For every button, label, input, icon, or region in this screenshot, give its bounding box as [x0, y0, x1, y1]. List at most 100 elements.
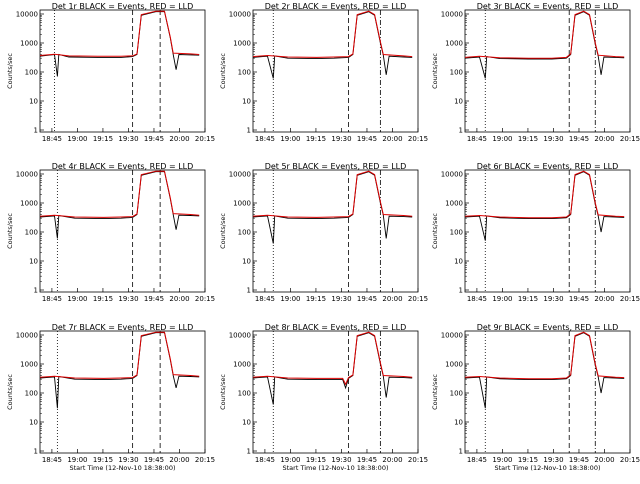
y-tick-label: 10000	[229, 171, 251, 179]
series-line-events	[464, 11, 625, 79]
x-tick-label: 19:45	[144, 456, 164, 464]
y-tick-label: 10	[242, 258, 251, 266]
x-tick-label: 19:00	[67, 295, 87, 303]
y-tick-label: 1000	[233, 361, 251, 369]
y-tick-label: 100	[450, 69, 463, 77]
x-tick-label: 20:15	[620, 456, 640, 464]
series-line-events	[464, 332, 625, 409]
y-tick-label: 10	[29, 419, 38, 427]
y-tick-label: 1	[247, 448, 251, 456]
x-tick-label: 20:00	[169, 295, 189, 303]
chart-panel-4: Det 4r BLACK = Events, RED = LLD 1 10 100 10…	[6, 162, 215, 303]
x-tick-label: 19:30	[543, 135, 563, 143]
y-axis-label: Counts/sec	[6, 53, 14, 89]
x-tick-label: 19:30	[118, 456, 138, 464]
x-tick-label: 20:15	[408, 456, 428, 464]
y-tick-label: 1	[459, 287, 463, 295]
x-tick-label: 19:15	[306, 295, 326, 303]
series-line-lld	[464, 331, 625, 380]
chart-title: Det 1r BLACK = Events, RED = LLD	[52, 2, 194, 11]
x-tick-label: 19:00	[492, 135, 512, 143]
x-tick-label: 20:00	[382, 456, 402, 464]
y-tick-label: 10000	[16, 171, 38, 179]
x-tick-label: 19:15	[518, 456, 538, 464]
x-tick-label: 18:45	[42, 456, 62, 464]
x-tick-label: 19:30	[331, 295, 351, 303]
y-tick-label: 100	[25, 69, 38, 77]
x-tick-label: 19:30	[118, 135, 138, 143]
y-tick-label: 1	[34, 287, 38, 295]
series-line-events	[464, 171, 625, 241]
chart-panel-7: Det 7r BLACK = Events, RED = LLD 1 10 100 10…	[6, 323, 215, 472]
y-tick-label: 1	[34, 127, 38, 135]
y-axis-label: Counts/sec	[6, 374, 14, 410]
plot-frame	[252, 169, 419, 293]
series-line-lld	[252, 170, 413, 218]
y-tick-label: 1000	[445, 40, 463, 48]
y-tick-label: 100	[25, 229, 38, 237]
y-axis-label: Counts/sec	[219, 213, 227, 249]
y-tick-label: 1000	[445, 200, 463, 208]
x-tick-label: 20:00	[594, 456, 614, 464]
x-tick-label: 19:30	[331, 135, 351, 143]
series-line-lld	[39, 170, 200, 218]
chart-title: Det 9r BLACK = Events, RED = LLD	[477, 323, 619, 332]
x-tick-label: 20:00	[382, 135, 402, 143]
x-tick-label: 19:00	[492, 456, 512, 464]
chart-title: Det 6r BLACK = Events, RED = LLD	[477, 162, 619, 171]
x-tick-label: 19:45	[144, 295, 164, 303]
x-tick-label: 20:15	[620, 295, 640, 303]
chart-panel-8: Det 8r BLACK = Events, RED = LLD 1 10 100 10…	[219, 323, 428, 472]
x-tick-label: 19:00	[280, 456, 300, 464]
y-tick-label: 1000	[233, 40, 251, 48]
x-tick-label: 19:45	[144, 135, 164, 143]
x-tick-label: 19:30	[331, 456, 351, 464]
x-tick-label: 20:15	[195, 135, 215, 143]
chart-title: Det 7r BLACK = Events, RED = LLD	[52, 323, 194, 332]
x-tick-label: 20:15	[620, 135, 640, 143]
series-line-events	[252, 11, 413, 79]
y-tick-label: 10000	[441, 171, 463, 179]
x-tick-label: 19:30	[543, 295, 563, 303]
x-tick-label: 20:00	[382, 295, 402, 303]
y-axis-label: Counts/sec	[431, 374, 439, 410]
x-axis-label: Start Time (12-Nov-10 18:38:00)	[495, 464, 601, 472]
x-tick-label: 19:15	[518, 295, 538, 303]
x-tick-label: 20:15	[408, 295, 428, 303]
x-tick-label: 18:45	[42, 295, 62, 303]
y-tick-label: 10	[242, 98, 251, 106]
y-tick-label: 10000	[16, 11, 38, 19]
y-tick-label: 10	[454, 419, 463, 427]
x-tick-label: 19:15	[93, 295, 113, 303]
chart-panel-3: Det 3r BLACK = Events, RED = LLD 1 10 100 10…	[431, 2, 640, 143]
series-line-lld	[464, 170, 625, 219]
x-tick-label: 19:00	[492, 295, 512, 303]
series-line-lld	[39, 331, 200, 379]
x-tick-label: 19:15	[518, 135, 538, 143]
y-tick-label: 10000	[229, 332, 251, 340]
x-tick-label: 18:45	[255, 135, 275, 143]
x-tick-label: 20:00	[169, 456, 189, 464]
y-tick-label: 100	[450, 229, 463, 237]
series-line-events	[252, 171, 413, 244]
x-tick-label: 19:15	[93, 135, 113, 143]
y-tick-label: 1000	[233, 200, 251, 208]
y-tick-label: 1	[247, 127, 251, 135]
x-tick-label: 18:45	[42, 135, 62, 143]
y-tick-label: 100	[25, 390, 38, 398]
x-tick-label: 19:15	[306, 135, 326, 143]
x-tick-label: 19:00	[67, 456, 87, 464]
plot-frame	[252, 330, 419, 454]
chart-panel-2: Det 2r BLACK = Events, RED = LLD 1 10 100 10…	[219, 2, 428, 143]
plot-frame	[464, 330, 631, 454]
y-tick-label: 1	[247, 287, 251, 295]
chart-title: Det 5r BLACK = Events, RED = LLD	[265, 162, 407, 171]
y-axis-label: Counts/sec	[219, 53, 227, 89]
y-tick-label: 1000	[20, 200, 38, 208]
x-tick-label: 18:45	[255, 456, 275, 464]
y-tick-label: 1000	[20, 40, 38, 48]
x-tick-label: 18:45	[467, 135, 487, 143]
x-tick-label: 18:45	[467, 295, 487, 303]
